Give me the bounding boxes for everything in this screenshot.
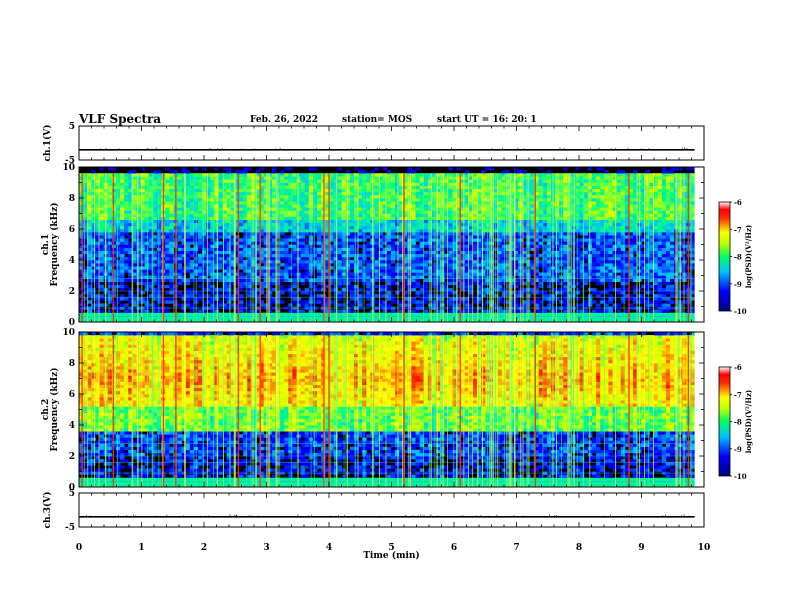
y-tick-label: -5 — [65, 523, 75, 533]
y-axis-label: ch.1 — [41, 234, 51, 255]
x-axis-label: Time (min) — [363, 550, 420, 561]
chart-title: VLF Spectra — [79, 112, 162, 126]
x-tick-label: 10 — [698, 543, 711, 553]
x-tick-label: 5 — [388, 543, 394, 553]
x-tick-label: 0 — [76, 543, 82, 553]
x-tick-label: 7 — [513, 543, 519, 553]
colorbar-tick-label: -7 — [734, 390, 742, 399]
y-tick-label: -5 — [65, 156, 75, 166]
colorbar — [718, 201, 731, 312]
y-axis-label: Frequency (kHz) — [49, 202, 60, 286]
y-tick-label: 4 — [69, 421, 75, 431]
x-tick-label: 1 — [138, 543, 144, 553]
y-axis-label: ch.3(V) — [42, 492, 53, 529]
colorbar-tick-label: -8 — [734, 253, 742, 262]
y-tick-label: 5 — [69, 122, 75, 132]
y-axis-label: ch.1(V) — [42, 125, 53, 162]
y-tick-label: 2 — [69, 287, 75, 297]
y-tick-label: 8 — [69, 359, 75, 369]
y-tick-label: 2 — [69, 452, 75, 462]
y-tick-label: 0 — [69, 483, 75, 493]
ch3-voltage-frame — [78, 492, 705, 528]
y-tick-label: 4 — [69, 256, 75, 266]
colorbar-label: log(PSD)(V²/Hz) — [744, 225, 753, 289]
y-tick-label: 10 — [62, 328, 75, 338]
colorbar-tick-label: -6 — [734, 363, 742, 372]
colorbar — [718, 366, 731, 477]
spectrogram-ch1 — [79, 167, 704, 323]
station-label: station= MOS — [342, 115, 413, 125]
date-label: Feb. 26, 2022 — [250, 115, 319, 125]
x-tick-label: 8 — [576, 543, 582, 553]
y-tick-label: 6 — [69, 225, 75, 235]
colorbar-tick-label: -9 — [734, 445, 742, 454]
no-data-region — [694, 167, 704, 322]
x-tick-label: 9 — [638, 543, 644, 553]
y-tick-label: 6 — [69, 390, 75, 400]
start-time-label: start UT = 16: 20: 1 — [437, 115, 537, 125]
x-tick-label: 4 — [326, 543, 332, 553]
spectrogram-ch2 — [79, 332, 704, 488]
x-tick-label: 6 — [451, 543, 457, 553]
colorbar-tick-label: -10 — [734, 472, 747, 481]
y-tick-label: 0 — [69, 318, 75, 328]
ch1-voltage-frame — [78, 125, 705, 161]
colorbar-tick-label: -9 — [734, 280, 742, 289]
colorbar-tick-label: -6 — [734, 198, 742, 207]
colorbar-tick-label: -8 — [734, 418, 742, 427]
colorbar-label: log(PSD)(V²/Hz) — [744, 390, 753, 454]
y-axis-label: ch.2 — [41, 399, 51, 420]
no-data-region — [694, 332, 704, 487]
colorbar-tick-label: -10 — [734, 307, 747, 316]
y-tick-label: 5 — [69, 489, 75, 499]
x-tick-label: 2 — [201, 543, 207, 553]
x-tick-label: 3 — [263, 543, 269, 553]
y-axis-label: Frequency (kHz) — [49, 367, 60, 451]
y-tick-label: 8 — [69, 194, 75, 204]
colorbar-tick-label: -7 — [734, 225, 742, 234]
y-tick-label: 10 — [62, 163, 75, 173]
